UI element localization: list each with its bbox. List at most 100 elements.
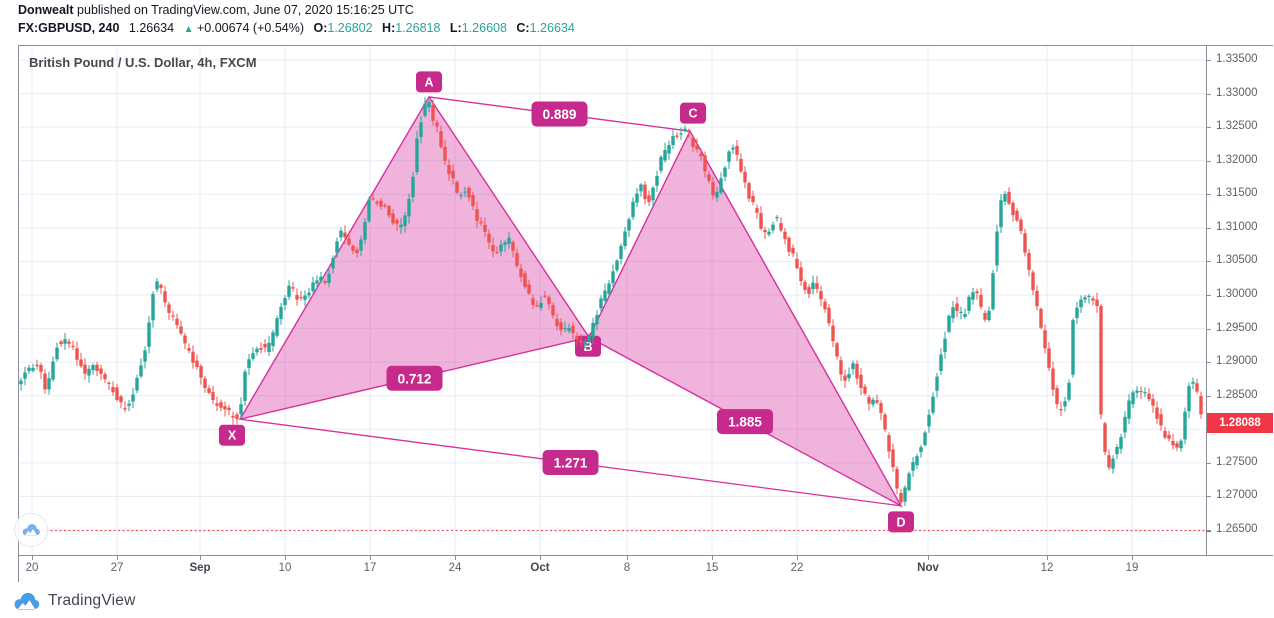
candle-body [567, 328, 571, 332]
candle-body [219, 402, 223, 408]
pattern-point-badge-A[interactable] [416, 71, 442, 93]
chart-plot-area[interactable]: X A B C D 0.712 0.889 1.885 1.271 British Pound … [19, 46, 1207, 556]
candle-body [1019, 219, 1023, 231]
candle-body [1135, 390, 1139, 393]
time-axis-tick [540, 556, 541, 560]
candle-body [47, 378, 51, 390]
pattern-point-badge-C[interactable] [680, 102, 706, 124]
candle-body [1171, 441, 1175, 446]
pattern-point-badge-D[interactable] [888, 511, 914, 533]
candle-body [1003, 193, 1007, 202]
candle-body [331, 258, 335, 269]
candle-body [135, 377, 139, 391]
candle-body [935, 376, 939, 391]
price-axis-tick [1207, 362, 1211, 364]
time-axis-label: 24 [448, 562, 462, 574]
candle-body [827, 307, 831, 324]
candle-body [503, 242, 507, 245]
candle-body [703, 155, 707, 172]
price-axis-label: 1.32500 [1216, 120, 1258, 133]
candle-body [1043, 330, 1047, 349]
candle-body [647, 195, 651, 202]
candle-body [539, 302, 543, 308]
candle-body [171, 315, 175, 317]
candle-body [1127, 400, 1131, 419]
candle-body [771, 224, 775, 231]
candle-body [787, 237, 791, 252]
candle-body [451, 170, 455, 179]
time-axis-label: 22 [790, 562, 804, 574]
candle-body [719, 178, 723, 193]
candle-body [691, 137, 695, 147]
candle-body [407, 198, 411, 217]
candle-body [939, 354, 943, 372]
pattern-ratio-badge[interactable] [542, 450, 599, 476]
pattern-point-label: X [228, 429, 237, 443]
candle-body [471, 195, 475, 207]
time-axis-tick [1047, 556, 1048, 560]
candle-body [259, 347, 263, 350]
candle-body [99, 368, 103, 374]
candle-body [367, 199, 371, 222]
candle-body [279, 306, 283, 320]
candle-body [347, 238, 351, 245]
candle-body [415, 138, 419, 173]
candle-body [955, 303, 959, 312]
candle-body [863, 386, 867, 394]
price-axis-tick [1207, 194, 1211, 196]
candle-body [971, 292, 975, 300]
candle-body [163, 291, 167, 303]
pattern-ratio-badge[interactable] [531, 101, 588, 127]
candle-body [191, 351, 195, 363]
candle-body [847, 374, 851, 379]
time-axis[interactable]: 20 27 Sep 10 17 24 Oct 8 15 22 Nov 12 19 [19, 555, 1273, 582]
price-axis[interactable]: 1.33500 1.33000 1.32500 1.32000 1.31500 1.310… [1206, 46, 1273, 556]
candle-body [1167, 434, 1171, 439]
candle-body [519, 268, 523, 278]
candle-body [43, 373, 47, 390]
candle-body [543, 295, 547, 297]
candle-body [723, 167, 727, 177]
candle-body [1111, 458, 1115, 469]
tradingview-footer-logo[interactable]: TradingView [12, 588, 136, 614]
candle-body [571, 325, 575, 334]
candle-body [603, 290, 607, 301]
candle-body [327, 273, 331, 283]
candle-body [39, 364, 43, 372]
candle-body [175, 318, 179, 326]
candle-body [547, 297, 551, 305]
price-axis-label: 1.27000 [1216, 489, 1258, 502]
candle-body [247, 359, 251, 368]
tradingview-cloud-icon [14, 592, 40, 610]
candle-body [291, 287, 295, 289]
candle-body [927, 414, 931, 427]
candle-body [1047, 348, 1051, 368]
candle-body [711, 182, 715, 196]
price-axis-label: 1.29000 [1216, 355, 1258, 368]
candle-body [75, 348, 79, 360]
candle-body [275, 318, 279, 336]
time-axis-label: 10 [278, 562, 292, 574]
price-axis-label: 1.31500 [1216, 187, 1258, 200]
candle-body [1179, 440, 1183, 449]
candle-body [383, 205, 387, 207]
candle-body [27, 367, 31, 372]
candle-body [31, 367, 35, 371]
candle-body [575, 336, 579, 340]
candle-body [951, 307, 955, 319]
candle-body [683, 128, 687, 132]
candle-body [527, 284, 531, 294]
time-axis-tick [797, 556, 798, 560]
candle-body [1055, 388, 1059, 405]
candle-body [1199, 396, 1203, 415]
candle-body [855, 363, 859, 379]
pattern-ratio-badge[interactable] [386, 365, 443, 391]
tradingview-wordmark: TradingView [48, 592, 136, 609]
time-axis-label: 8 [623, 562, 631, 574]
pattern-ratio-label: 0.889 [543, 107, 577, 122]
pattern-ratio-badge[interactable] [717, 409, 773, 435]
candle-body [299, 296, 303, 299]
pattern-point-badge-X[interactable] [219, 424, 245, 446]
candle-body [183, 335, 187, 344]
candle-body [523, 273, 527, 287]
